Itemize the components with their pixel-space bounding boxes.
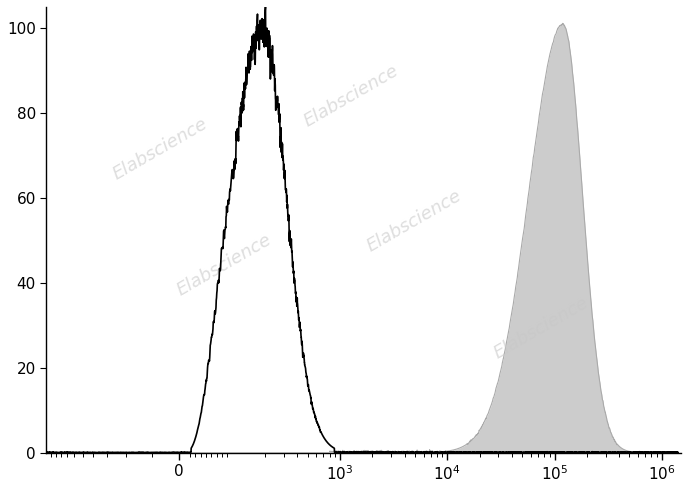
Text: Elabscience: Elabscience bbox=[110, 115, 211, 184]
Text: Elabscience: Elabscience bbox=[301, 62, 402, 130]
Text: Elabscience: Elabscience bbox=[173, 231, 275, 300]
Text: Elabscience: Elabscience bbox=[491, 294, 592, 362]
Text: Elabscience: Elabscience bbox=[364, 186, 465, 255]
